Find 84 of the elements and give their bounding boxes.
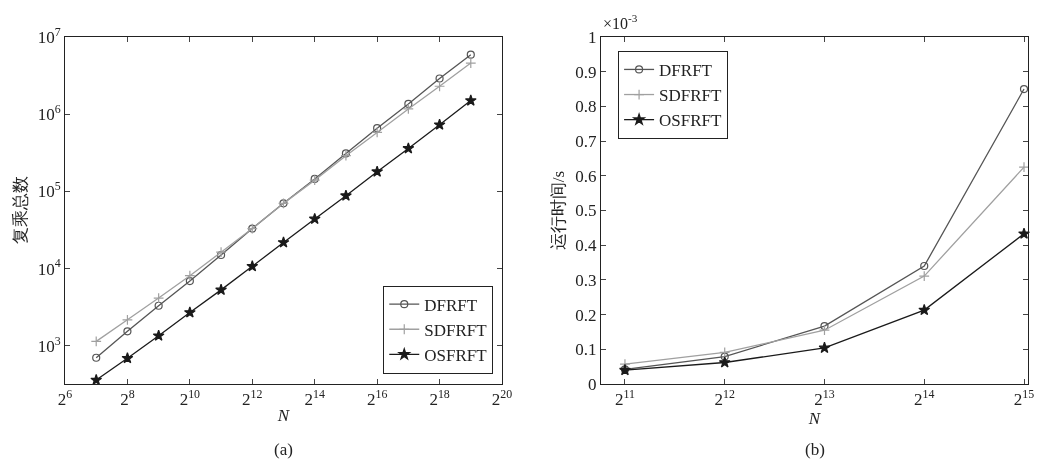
point — [918, 303, 931, 316]
point — [92, 353, 101, 362]
point — [123, 327, 132, 336]
point — [215, 283, 227, 296]
y-tick-label: 0.4 — [575, 236, 598, 256]
point — [1019, 84, 1029, 94]
point — [340, 150, 352, 162]
point — [820, 321, 829, 331]
point — [466, 50, 475, 59]
point — [121, 314, 133, 326]
point — [435, 74, 444, 83]
legend-label: DFRFT — [424, 295, 478, 315]
point — [371, 126, 383, 138]
x-axis-title: N — [276, 405, 291, 425]
x-tick-label: 2$^{12}$ — [714, 387, 735, 410]
y-axis-title: 复乘总数 — [11, 176, 31, 245]
legend-label: OSFRFT — [659, 111, 723, 131]
point — [402, 142, 415, 154]
point — [216, 250, 226, 260]
x-tick-label: 2$^{14}$ — [914, 387, 935, 410]
x-tick-label: 2$^{15}$ — [1013, 387, 1035, 410]
x-tick-label: 2$^{14}$ — [304, 387, 325, 410]
text: ×10$^{-3}$ — [603, 12, 638, 32]
y-tick-label: 0.1 — [575, 340, 597, 360]
point — [719, 346, 731, 358]
y-tick-label: 10$^{5}$ — [37, 179, 61, 202]
point — [215, 246, 227, 258]
point — [918, 270, 930, 282]
legend-label: SDFRFT — [424, 320, 488, 340]
text: (a) — [274, 440, 293, 459]
y-tick-label: 0.5 — [575, 201, 597, 221]
x-tick-label: 2$^{6}$ — [57, 387, 73, 410]
point — [402, 103, 414, 115]
point — [340, 189, 352, 201]
y-tick-label: 10$^{7}$ — [37, 24, 61, 47]
point — [1018, 227, 1030, 239]
x-tick-label: 2$^{20}$ — [491, 387, 513, 410]
y-tick-label: 0.6 — [575, 166, 597, 186]
point — [920, 261, 929, 271]
x-tick-label: 2$^{16}$ — [366, 387, 388, 410]
x-tick-label: 2$^{11}$ — [614, 387, 635, 410]
text: (b) — [805, 440, 825, 459]
point — [818, 324, 830, 336]
point — [152, 329, 165, 341]
y-tick-label: 1 — [588, 27, 597, 47]
point — [185, 276, 194, 286]
point — [154, 301, 163, 310]
point — [121, 352, 134, 364]
point — [718, 356, 731, 368]
y-tick-label: 10$^{3}$ — [37, 333, 61, 356]
y-tick-label: 0 — [588, 374, 597, 394]
x-tick-label: 2$^{12}$ — [242, 387, 263, 410]
point — [433, 118, 446, 130]
y-tick-label: 10$^{4}$ — [37, 256, 61, 279]
y-tick-label: 0.2 — [575, 305, 597, 325]
point — [818, 341, 831, 354]
x-tick-label: 2$^{10}$ — [179, 387, 201, 410]
x-tick-label: 2$^{8}$ — [120, 387, 135, 410]
y-tick-label: 0.3 — [575, 270, 597, 290]
x-axis-title: N — [807, 409, 822, 429]
point — [404, 99, 413, 108]
legend-label: SDFRFT — [659, 86, 723, 106]
point — [246, 260, 259, 272]
y-axis-title: 运行时间/s — [548, 170, 568, 251]
point — [90, 335, 102, 347]
legend-label: DFRFT — [659, 61, 713, 81]
y-tick-label: 0.9 — [575, 62, 597, 82]
point — [153, 292, 165, 304]
y-tick-label: 0.8 — [575, 97, 597, 117]
x-tick-label: 2$^{13}$ — [814, 387, 835, 410]
point — [373, 124, 382, 133]
y-tick-label: 0.7 — [575, 132, 598, 152]
point — [464, 94, 477, 106]
x-tick-label: 2$^{18}$ — [429, 387, 450, 410]
point — [341, 149, 351, 158]
point — [308, 212, 321, 225]
point — [371, 165, 384, 177]
point — [720, 352, 729, 361]
point — [184, 270, 196, 282]
legend-label: OSFRFT — [424, 345, 488, 365]
y-tick-label: 10$^{6}$ — [37, 102, 61, 125]
point — [465, 57, 477, 69]
point — [183, 306, 196, 318]
point — [277, 236, 290, 248]
